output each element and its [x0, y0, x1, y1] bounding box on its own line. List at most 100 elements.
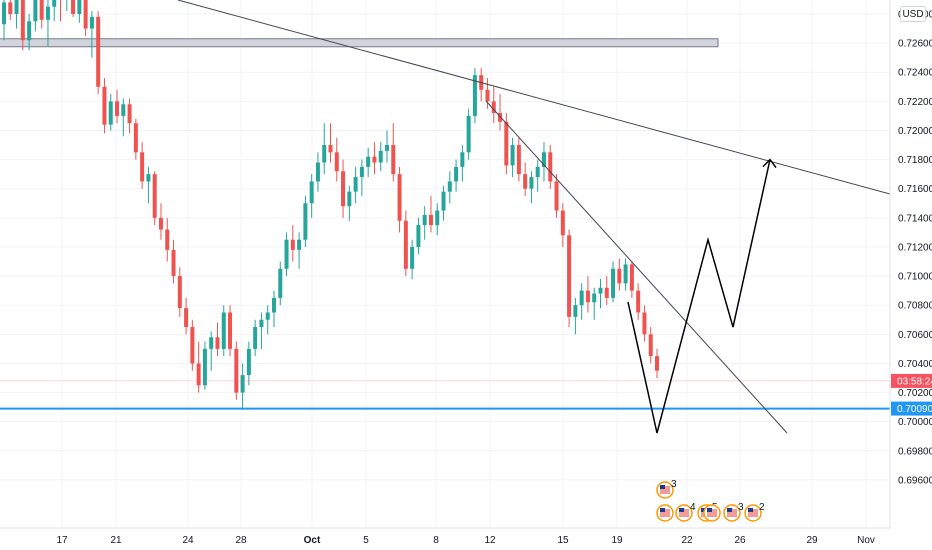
event-marker[interactable]: 4 [675, 502, 696, 522]
candle-body [372, 156, 377, 163]
candle-body [428, 214, 433, 226]
candle-body [585, 290, 590, 303]
candle-body [14, 0, 19, 15]
currency-button[interactable]: USD [900, 6, 926, 22]
candle-body [617, 268, 622, 284]
candle-body [146, 174, 151, 182]
candle-body [629, 264, 634, 291]
event-marker-upper[interactable]: 3 [656, 479, 677, 499]
candle-body [322, 145, 327, 163]
us-flag-icon [703, 504, 721, 522]
candle-body [152, 174, 157, 218]
price-tick-label: 0.70600 [898, 330, 932, 341]
candle-body [309, 181, 314, 204]
time-tick-label: 24 [182, 535, 194, 546]
candle-body [228, 312, 233, 349]
candle-body [234, 348, 239, 393]
candle-body [202, 348, 207, 386]
price-tick-label: 0.71400 [898, 213, 932, 224]
candle-body [592, 293, 597, 303]
candle-body [278, 268, 283, 298]
candle-body [648, 334, 653, 357]
candle-body [71, 0, 76, 15]
marker-count: 3 [671, 479, 677, 490]
time-tick-label: 19 [611, 535, 623, 546]
time-tick-label: 8 [433, 535, 439, 546]
candle-body [642, 312, 647, 335]
candle-body [422, 214, 427, 226]
candle-body [246, 348, 251, 376]
time-tick-label: 5 [363, 535, 369, 546]
price-tick-label: 0.71200 [898, 242, 932, 253]
event-marker[interactable] [656, 504, 674, 522]
candle-body [196, 363, 201, 386]
candle-body [560, 210, 565, 236]
candle-body [359, 166, 364, 178]
candle-body [259, 319, 264, 328]
candle-body [284, 239, 289, 269]
candle-body [391, 145, 396, 175]
candle-body [353, 177, 358, 192]
time-tick-label: 21 [110, 535, 122, 546]
candle-body [221, 312, 226, 349]
candle-body [636, 290, 641, 313]
event-marker[interactable]: 2 [744, 502, 765, 522]
candle-body [39, 0, 44, 20]
candle-body [271, 297, 276, 313]
candle-body [290, 239, 295, 250]
price-tick-label: 0.69800 [898, 446, 932, 457]
candle-body [598, 287, 603, 294]
projection-arrowhead [762, 158, 777, 169]
price-tick-label: 0.71600 [898, 184, 932, 195]
time-tick-label: 28 [235, 535, 247, 546]
candle-body [334, 152, 339, 172]
event-marker[interactable]: 3 [723, 502, 744, 522]
candle-body [385, 145, 390, 151]
candle-body [133, 123, 138, 153]
event-markers[interactable]: 34532 [656, 479, 765, 522]
candle-body [535, 166, 540, 178]
resistance-zone[interactable] [0, 38, 719, 48]
candle-body [102, 86, 107, 125]
candle-body [115, 101, 120, 116]
candle-body [397, 174, 402, 221]
candle-body [33, 0, 38, 22]
trendline-short-term[interactable] [485, 100, 788, 434]
price-tick-label: 0.69600 [898, 475, 932, 486]
candle-body [504, 121, 509, 166]
candle-body [177, 276, 182, 309]
projection-line[interactable] [627, 159, 771, 434]
projection-path[interactable] [627, 158, 777, 434]
candle-body [89, 16, 94, 29]
candle-body [158, 217, 163, 230]
us-flag-icon [656, 504, 674, 522]
candle-body [604, 287, 609, 298]
candle-body [498, 113, 503, 122]
trendline-long-term[interactable] [177, 0, 891, 195]
candle-body [2, 2, 6, 25]
time-tick-label: 29 [806, 535, 818, 546]
candle-body [529, 177, 534, 189]
candle-body [567, 235, 572, 317]
candle-body [45, 6, 50, 20]
time-axis: 17 21 24 28 Oct 5 8 12 15 19 22 26 29 Nov [0, 527, 890, 546]
candle-body [466, 115, 471, 153]
time-tick-label: Oct [304, 535, 321, 546]
candle-body [165, 229, 170, 250]
candle-body [140, 152, 145, 182]
candle-body [121, 104, 126, 116]
event-marker[interactable] [703, 504, 721, 522]
candle-body [83, 0, 88, 29]
support-price-tag [891, 401, 932, 416]
countdown-price-tag [891, 373, 932, 388]
price-tick-label: 0.70000 [898, 417, 932, 428]
price-tick-label: 0.72000 [898, 126, 932, 137]
candle-body [579, 290, 584, 306]
candle-body [548, 152, 553, 182]
candle-body [623, 264, 628, 284]
trendlines[interactable] [177, 0, 891, 434]
marker-count: 2 [759, 502, 765, 513]
price-tick-label: 0.70400 [898, 359, 932, 370]
candle-body [523, 174, 528, 189]
